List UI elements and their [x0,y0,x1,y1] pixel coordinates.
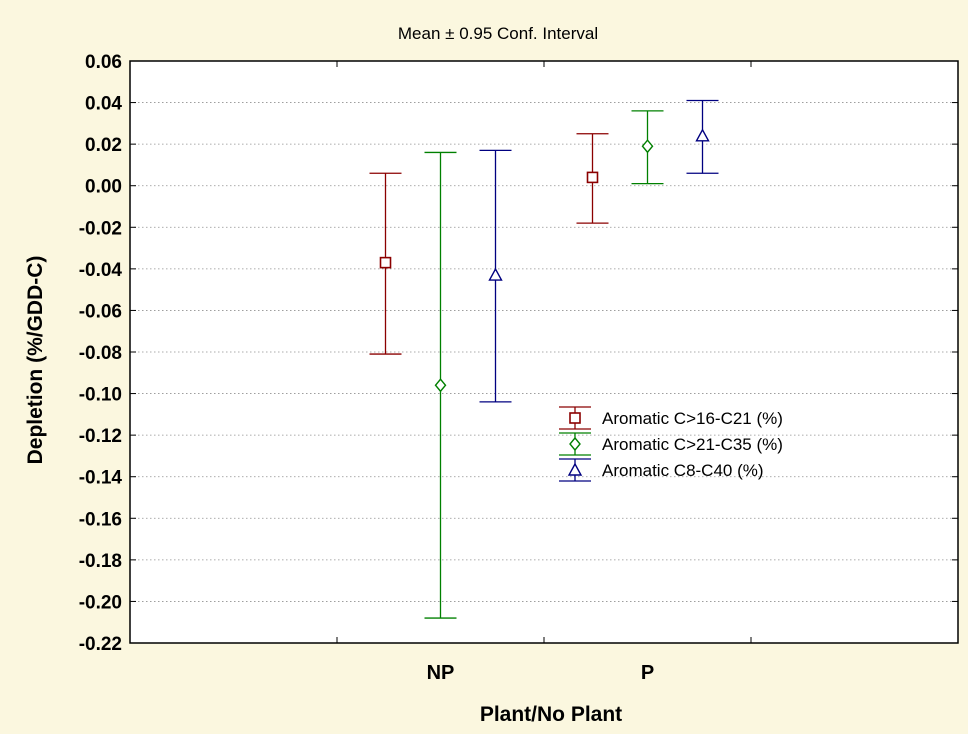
legend-marker [569,412,581,424]
x-axis-ticks: NP P [336,61,752,684]
legend-item: Aromatic C>21-C35 (%) [559,432,783,456]
y-tick-label: -0.16 [79,509,122,530]
y-tick-label: -0.20 [79,592,122,613]
y-tick-label: -0.10 [79,385,122,406]
series-1 [369,133,609,355]
y-tick-label: -0.14 [79,468,123,489]
y-tick-label: -0.02 [79,218,122,239]
x-axis-label: Plant/No Plant [480,703,622,726]
y-tick-label: 0.02 [85,135,122,156]
legend-item: Aromatic C8-C40 (%) [559,458,764,482]
y-tick-label: -0.08 [79,343,122,364]
plot-area [129,60,959,644]
mean-marker [379,256,392,269]
mean-marker [586,171,599,184]
mean-marker [434,378,447,393]
mean-marker [641,139,654,154]
x-tick-label: NP [427,662,455,684]
y-tick-label: -0.18 [79,551,122,572]
y-tick-label: -0.06 [79,301,122,322]
x-tick-label: P [641,662,654,684]
y-tick-label: 0.04 [85,94,122,115]
y-tick-label: -0.04 [79,260,123,281]
y-axis-ticks: -0.22 -0.20 -0.18 -0.16 -0.14 -0.12 -0.10 -0.08… [79,52,958,655]
legend-label: Aromatic C>21-C35 (%) [602,435,783,454]
legend-label: Aromatic C>16-C21 (%) [602,409,783,428]
y-tick-label: 0.00 [85,177,122,198]
legend-item: Aromatic C>16-C21 (%) [559,406,783,430]
chart-title: Mean ± 0.95 Conf. Interval [398,24,598,43]
mean-marker [695,128,710,142]
legend-label: Aromatic C8-C40 (%) [602,461,764,480]
legend: Aromatic C>16-C21 (%) Aromatic C>21-C35 (… [559,406,783,482]
mean-marker [488,267,503,281]
legend-marker [569,436,581,452]
y-tick-label: -0.22 [79,634,122,655]
series-3 [479,99,719,403]
y-axis-label: Depletion (%/GDD-C) [24,256,47,465]
y-tick-label: 0.06 [85,52,122,73]
legend-marker [567,462,583,476]
series-2 [424,110,664,619]
y-tick-label: -0.12 [79,426,122,447]
series-layer [369,99,719,619]
